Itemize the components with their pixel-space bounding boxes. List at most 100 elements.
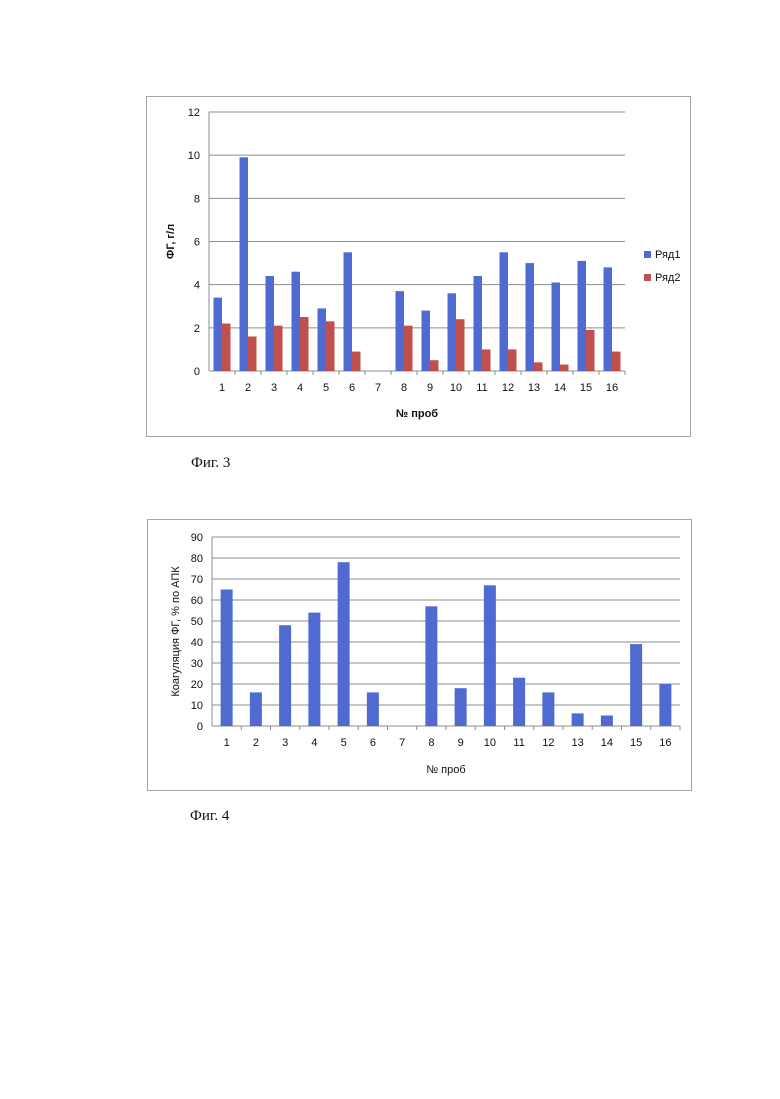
fig4-xtick-label: 9 xyxy=(458,737,464,749)
fig4-xtick-label: 8 xyxy=(428,737,434,749)
fig4-bar-series1-cat10 xyxy=(484,585,496,726)
fig4-xtick-label: 6 xyxy=(370,737,376,749)
fig4-xtick-label: 16 xyxy=(659,737,671,749)
fig4-ytick-label: 80 xyxy=(191,553,203,565)
fig3-bar-series1-cat1 xyxy=(214,298,223,371)
fig3-bar-series2-cat11 xyxy=(482,349,491,371)
fig3-bar-series2-cat2 xyxy=(248,336,257,371)
fig3-xtick-label: 6 xyxy=(349,382,355,394)
fig3-xtick-label: 15 xyxy=(580,382,592,394)
fig3-xtick-label: 8 xyxy=(401,382,407,394)
fig3-bar-series2-cat12 xyxy=(508,349,517,371)
fig3-bar-series2-cat14 xyxy=(560,365,569,371)
fig3-xtick-label: 4 xyxy=(297,382,303,394)
fig4-bar-series1-cat3 xyxy=(279,625,291,726)
fig4-ytick-label: 20 xyxy=(191,679,203,691)
fig3-y-axis-title: ФГ, г/л xyxy=(165,224,177,259)
fig3-xtick-label: 2 xyxy=(245,382,251,394)
fig3-legend-label-2: Ряд2 xyxy=(655,272,680,284)
fig4-xtick-label: 11 xyxy=(513,737,524,749)
fig3-xtick-label: 16 xyxy=(606,382,618,394)
fig3-bar-series1-cat10 xyxy=(448,293,457,371)
fig4-xtick-label: 15 xyxy=(630,737,642,749)
fig3-ytick-label: 12 xyxy=(188,107,200,119)
figure-caption-3: Фиг. 3 xyxy=(191,455,230,472)
fig4-ytick-label: 10 xyxy=(191,700,203,712)
fig3-xtick-label: 14 xyxy=(554,382,566,394)
fig3-bar-series2-cat5 xyxy=(326,321,335,371)
fig4-bar-series1-cat6 xyxy=(367,692,379,726)
fig3-legend-swatch-2 xyxy=(644,274,651,281)
fig4-bar-series1-cat9 xyxy=(455,688,467,726)
fig3-xtick-label: 1 xyxy=(219,382,225,394)
fig4-xtick-label: 7 xyxy=(399,737,405,749)
fig3-bar-series1-cat8 xyxy=(396,291,405,371)
fig3-xtick-label: 9 xyxy=(427,382,433,394)
fig4-bar-series1-cat13 xyxy=(572,713,584,726)
fig3-bar-series1-cat12 xyxy=(500,252,509,371)
fig3-bar-series1-cat16 xyxy=(604,267,613,371)
fig3-ytick-label: 6 xyxy=(194,237,200,249)
fig3-legend-label-1: Ряд1 xyxy=(655,249,680,261)
fig3-bar-series1-cat9 xyxy=(422,311,431,371)
fig3-bar-series2-cat8 xyxy=(404,326,413,371)
fig3-xtick-label: 13 xyxy=(528,382,540,394)
fig3-xtick-label: 11 xyxy=(476,382,487,394)
fig3-bar-series1-cat3 xyxy=(266,276,275,371)
fig4-x-axis-title: № проб xyxy=(426,764,465,776)
fig3-bar-series1-cat13 xyxy=(526,263,535,371)
fig4-ytick-label: 30 xyxy=(191,658,203,670)
fig4-xtick-label: 13 xyxy=(572,737,584,749)
fig4-xtick-label: 1 xyxy=(224,737,230,749)
fig3-bar-series1-cat5 xyxy=(318,308,327,371)
fig4-xtick-label: 4 xyxy=(311,737,317,749)
fig4-y-axis-title: Коагуляция ФГ, % по АПК xyxy=(170,566,182,697)
chart-fig4-svg: 0102030405060708090123456789101112131415… xyxy=(148,520,693,792)
fig3-ytick-label: 10 xyxy=(188,150,200,162)
chart-fig4: 0102030405060708090123456789101112131415… xyxy=(147,519,692,791)
fig3-bar-series2-cat13 xyxy=(534,362,543,371)
fig4-bar-series1-cat1 xyxy=(221,590,233,727)
fig4-ytick-label: 40 xyxy=(191,637,203,649)
fig3-xtick-label: 5 xyxy=(323,382,329,394)
fig4-xtick-label: 3 xyxy=(282,737,288,749)
chart-fig3: 02468101212345678910111213141516№ пробФГ… xyxy=(146,96,691,437)
fig4-ytick-label: 50 xyxy=(191,616,203,628)
fig3-bar-series1-cat11 xyxy=(474,276,483,371)
fig3-bar-series2-cat15 xyxy=(586,330,595,371)
fig4-xtick-label: 5 xyxy=(341,737,347,749)
fig4-bar-series1-cat12 xyxy=(542,692,554,726)
fig4-xtick-label: 10 xyxy=(484,737,496,749)
fig4-xtick-label: 2 xyxy=(253,737,259,749)
fig3-bar-series1-cat2 xyxy=(240,157,249,371)
fig3-xtick-label: 7 xyxy=(375,382,381,394)
fig3-bar-series2-cat16 xyxy=(612,352,621,371)
fig4-ytick-label: 70 xyxy=(191,574,203,586)
fig3-bar-series1-cat6 xyxy=(344,252,353,371)
fig3-bar-series2-cat10 xyxy=(456,319,465,371)
fig4-bar-series1-cat8 xyxy=(425,606,437,726)
fig3-bar-series2-cat6 xyxy=(352,352,361,371)
fig3-bar-series2-cat4 xyxy=(300,317,309,371)
fig3-ytick-label: 0 xyxy=(194,366,200,378)
fig3-xtick-label: 10 xyxy=(450,382,462,394)
fig4-bar-series1-cat2 xyxy=(250,692,262,726)
fig4-bar-series1-cat11 xyxy=(513,678,525,726)
fig4-ytick-label: 60 xyxy=(191,595,203,607)
fig3-x-axis-title: № проб xyxy=(396,408,438,420)
fig4-bar-series1-cat5 xyxy=(338,562,350,726)
fig4-bar-series1-cat14 xyxy=(601,716,613,727)
fig3-ytick-label: 2 xyxy=(194,323,200,335)
fig3-bar-series2-cat1 xyxy=(222,324,231,371)
fig3-xtick-label: 3 xyxy=(271,382,277,394)
fig3-legend-swatch-1 xyxy=(644,251,651,258)
fig3-bar-series1-cat15 xyxy=(578,261,587,371)
figure-caption-4: Фиг. 4 xyxy=(190,808,229,825)
fig3-bar-series1-cat14 xyxy=(552,283,561,371)
fig3-xtick-label: 12 xyxy=(502,382,514,394)
chart-fig3-svg: 02468101212345678910111213141516№ пробФГ… xyxy=(147,97,692,438)
fig3-ytick-label: 4 xyxy=(194,280,200,292)
fig4-xtick-label: 12 xyxy=(542,737,554,749)
fig3-bar-series1-cat4 xyxy=(292,272,301,371)
fig4-bar-series1-cat4 xyxy=(308,613,320,726)
